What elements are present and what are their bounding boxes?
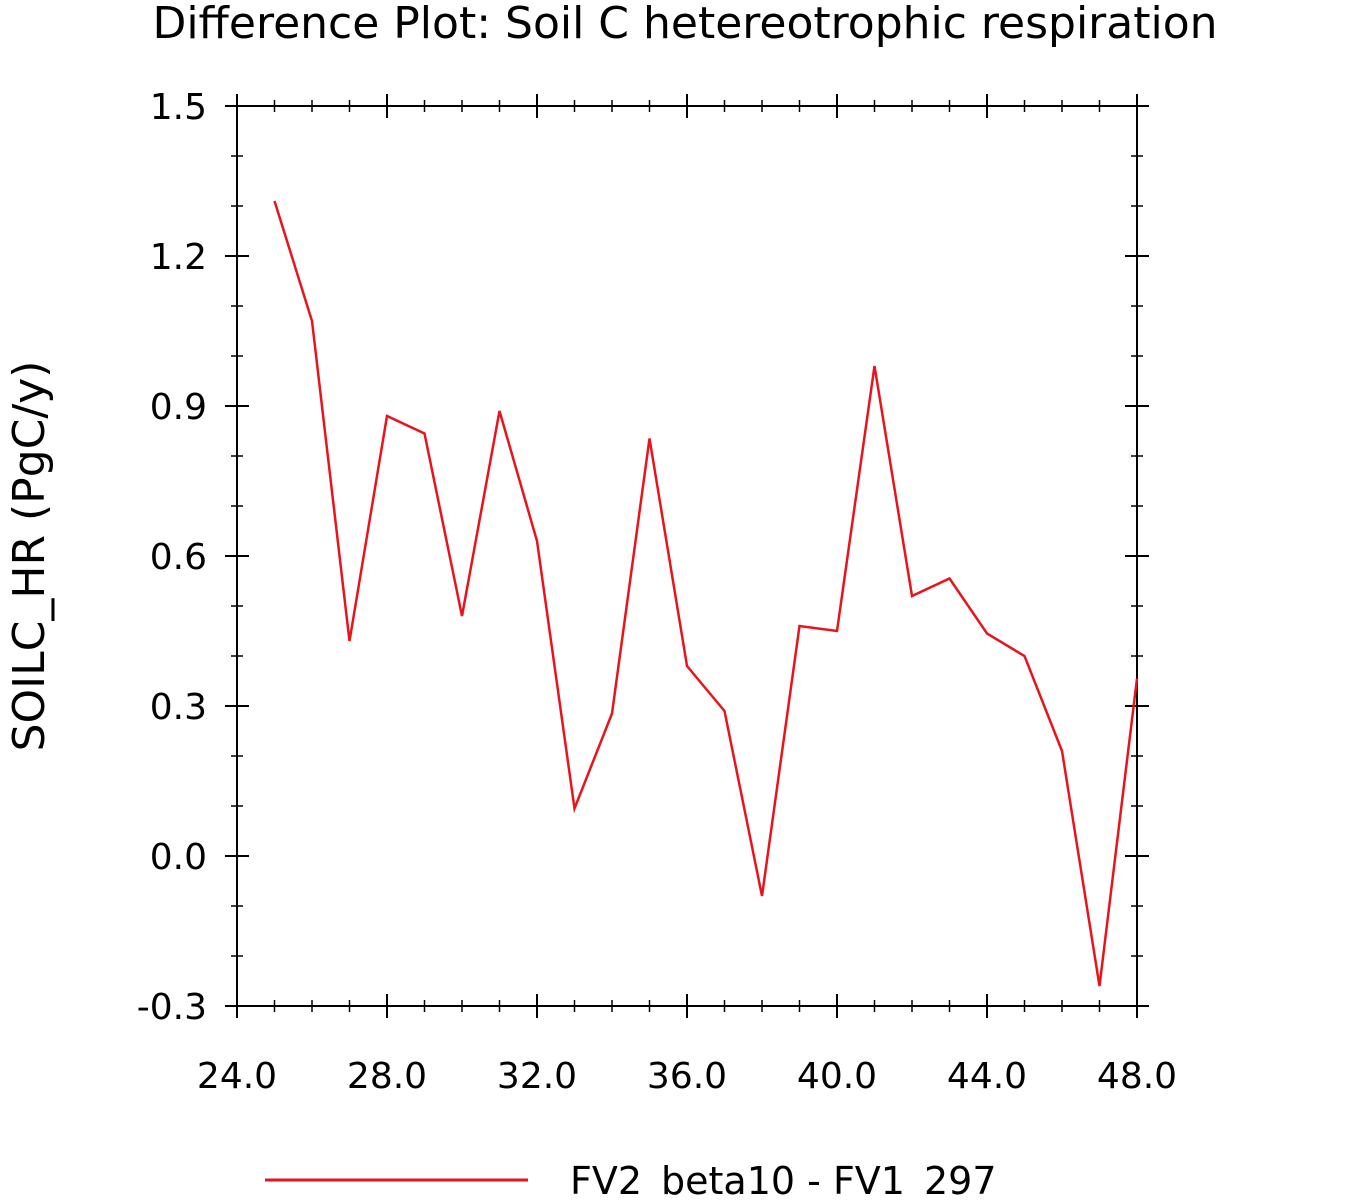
x-tick-label: 24.0	[197, 1056, 277, 1097]
y-tick-label: 0.9	[150, 387, 207, 428]
x-tick-label: 48.0	[1097, 1056, 1177, 1097]
x-tick-label: 28.0	[347, 1056, 427, 1097]
y-tick-label: 1.2	[150, 237, 207, 278]
chart-title: Difference Plot: Soil C hetereotrophic r…	[152, 0, 1217, 49]
plot-frame	[237, 106, 1137, 1006]
y-axis-label: SOILC_HR (PgC/y)	[4, 361, 55, 752]
y-tick-label: 0.3	[150, 687, 207, 728]
series-layer	[274, 201, 1137, 986]
x-tick-label: 44.0	[947, 1056, 1027, 1097]
y-axis-ticks: -0.3 0.0 0.3 0.6 0.9 1.2 1.5	[137, 87, 1149, 1028]
x-tick-label: 36.0	[647, 1056, 727, 1097]
x-tick-label: 32.0	[497, 1056, 577, 1097]
x-tick-label: 40.0	[797, 1056, 877, 1097]
y-tick-label: 0.6	[150, 537, 207, 578]
y-tick-label: 1.5	[150, 87, 207, 128]
series-line	[275, 201, 1138, 986]
y-tick-label: -0.3	[137, 987, 207, 1028]
legend: FV2_beta10 - FV1_297	[265, 1159, 997, 1200]
plot-border	[237, 106, 1137, 1006]
y-tick-label: 0.0	[150, 837, 207, 878]
legend-label: FV2_beta10 - FV1_297	[570, 1159, 997, 1200]
